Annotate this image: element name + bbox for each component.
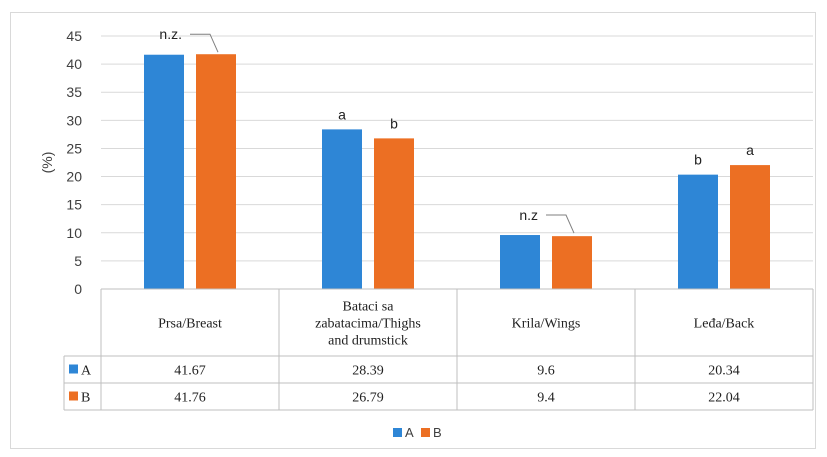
bar-a-0 <box>144 54 184 289</box>
annotation-label: a <box>746 142 754 158</box>
annotation-label: n.z. <box>159 26 182 42</box>
y-tick-label: 35 <box>66 84 82 100</box>
data-label-b: 41.76 <box>174 391 206 406</box>
y-tick-label: 0 <box>74 281 82 297</box>
data-label-b: 22.04 <box>708 391 740 406</box>
y-tick-label: 40 <box>66 56 82 72</box>
legend-swatch-b <box>421 428 430 437</box>
annotation-label: a <box>338 106 346 122</box>
category-label: Leđa/Back <box>694 317 755 332</box>
data-label-a: 9.6 <box>537 364 555 379</box>
y-axis-label: (%) <box>39 152 55 174</box>
category-label: and drumstick <box>328 334 408 349</box>
data-label-a: 20.34 <box>708 364 740 379</box>
annotation-label: n.z <box>519 207 538 223</box>
y-tick-label: 15 <box>66 197 82 213</box>
y-tick-label: 25 <box>66 140 82 156</box>
category-label: Bataci sa <box>343 300 395 315</box>
series-key-b <box>69 391 78 401</box>
data-label-b: 9.4 <box>537 391 555 406</box>
bar-b-3 <box>730 165 770 289</box>
annotation-label: b <box>694 152 702 168</box>
y-tick-label: 5 <box>74 253 82 269</box>
annotation-leader <box>546 214 575 234</box>
data-label-a: 28.39 <box>352 364 384 379</box>
y-tick-label: 30 <box>66 112 82 128</box>
bar-a-2 <box>500 235 540 289</box>
bar-a-3 <box>678 174 718 289</box>
legend-label: A <box>405 425 414 440</box>
series-row-label: B <box>81 391 90 406</box>
category-label: Prsa/Breast <box>158 317 222 332</box>
y-tick-label: 10 <box>66 225 82 241</box>
category-label: zabatacima/Thighs <box>315 317 421 332</box>
bar-a-1 <box>322 129 362 289</box>
bar-b-1 <box>374 138 414 289</box>
bar-b-0 <box>196 54 236 289</box>
series-key-a <box>69 364 78 374</box>
annotation-label: b <box>390 115 398 131</box>
category-label: Krila/Wings <box>512 317 581 332</box>
legend-swatch-a <box>393 428 402 437</box>
legend-label: B <box>433 425 442 440</box>
annotation-leader <box>190 33 219 53</box>
bar-b-2 <box>552 236 592 289</box>
y-tick-label: 45 <box>66 28 82 44</box>
series-row-label: A <box>81 364 92 379</box>
data-label-a: 41.67 <box>174 364 206 379</box>
y-tick-label: 20 <box>66 169 82 185</box>
data-label-b: 26.79 <box>352 391 384 406</box>
